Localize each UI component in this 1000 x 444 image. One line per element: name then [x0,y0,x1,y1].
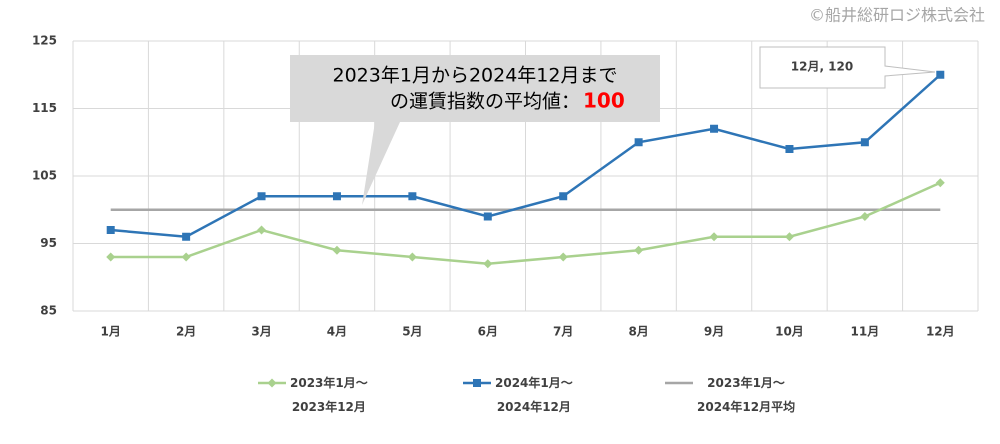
y-tick-label: 115 [32,101,57,115]
marker [182,232,191,241]
x-tick-label: 6月 [478,325,498,339]
marker [634,245,644,255]
legend-label: 2024年1月～ 2024年12月 [495,376,573,414]
marker [407,252,417,262]
copyright: ©船井総研ロジ株式会社 [809,6,985,25]
marker [473,379,481,387]
x-tick-label: 9月 [704,325,724,339]
x-tick-label: 8月 [628,325,648,339]
marker [710,124,719,133]
legend-label: 2023年1月～ 2024年12月平均 [697,376,796,414]
x-tick-label: 11月 [851,325,880,339]
callout-text: の運賃指数の平均値： [390,91,580,113]
marker [936,70,945,79]
marker [860,212,870,221]
marker [785,145,794,153]
x-tick-label: 4月 [327,325,347,339]
marker [709,232,719,242]
callout-value: 100 [583,89,625,113]
callout-text: 2023年1月から2024年12月まで [333,65,618,87]
x-tick-label: 2月 [176,325,196,339]
data-callout [759,46,936,89]
marker [558,252,568,262]
marker [860,138,869,147]
x-tick-label: 7月 [553,325,573,339]
series-line [110,181,941,266]
marker [332,245,342,255]
marker [332,192,341,201]
marker [935,178,945,188]
marker [267,378,277,388]
marker [483,259,493,269]
legend-label: 2023年1月～ 2023年12月 [290,376,368,414]
marker [483,212,492,221]
data-callout-text: 12月, 120 [791,60,854,74]
y-tick-label: 125 [32,34,57,48]
marker [408,192,417,201]
series-line [110,73,942,239]
marker [257,192,266,201]
y-tick-label: 105 [32,169,57,183]
marker [106,252,116,262]
marker [634,138,643,147]
marker [559,192,568,201]
y-tick-label: 85 [40,304,57,318]
marker [181,252,191,262]
y-tick-label: 95 [40,236,57,250]
x-tick-label: 12月 [926,325,955,339]
marker [106,226,115,234]
callout [290,55,660,205]
marker [784,232,794,242]
x-tick-label: 3月 [251,325,271,339]
x-tick-label: 10月 [775,325,804,339]
x-tick-label: 1月 [101,325,121,339]
x-tick-label: 5月 [402,325,422,339]
marker [257,225,267,235]
